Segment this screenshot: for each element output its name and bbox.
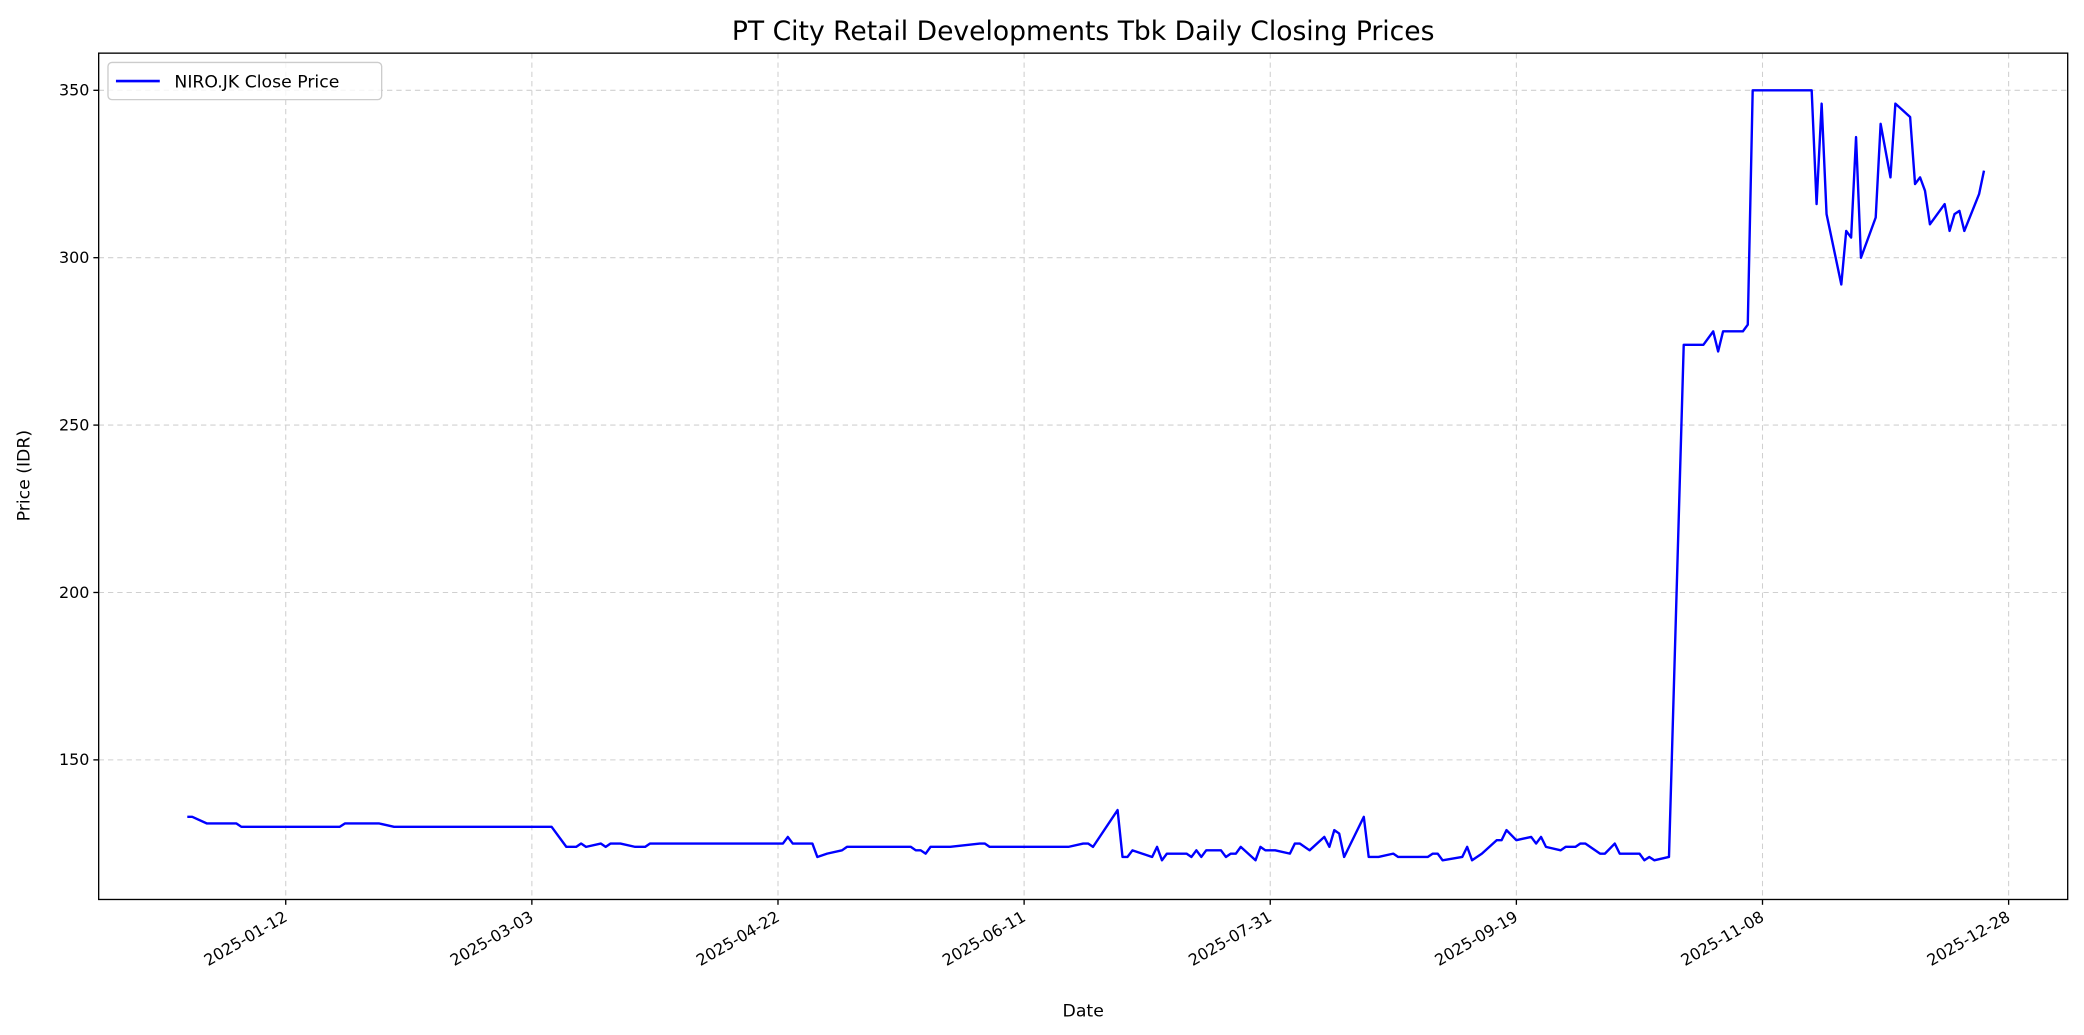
- y-tick-label: 350: [59, 81, 89, 100]
- y-tick-label: 200: [59, 583, 89, 602]
- grid: [98, 53, 2068, 900]
- series-layer: [187, 89, 1986, 862]
- chart-title: PT City Retail Developments Tbk Daily Cl…: [732, 16, 1435, 47]
- y-axis-label: Price (IDR): [15, 430, 35, 521]
- series-line-niro-jk: [187, 89, 1986, 862]
- legend-box: [107, 61, 383, 101]
- y-tick-label: 150: [59, 750, 89, 769]
- x-axis-label: Date: [1063, 1001, 1104, 1021]
- y-tick-label: 300: [59, 248, 89, 267]
- y-tick-label: 250: [59, 415, 89, 434]
- plot-frame: [98, 52, 2069, 901]
- legend-label: NIRO.JK Close Price: [174, 73, 339, 93]
- legend: NIRO.JK Close Price: [107, 61, 383, 101]
- y-axis: 150 200 250 300 350: [59, 81, 99, 769]
